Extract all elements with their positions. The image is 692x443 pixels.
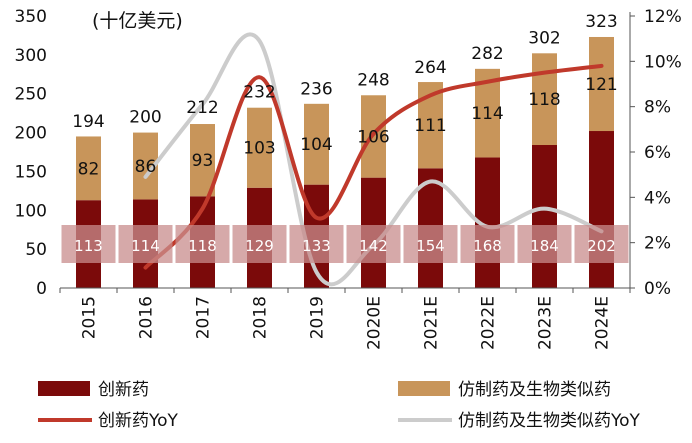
label-box (517, 225, 572, 263)
data-label-total: 194 (72, 112, 104, 132)
data-label-innovative: 202 (587, 237, 616, 255)
line-generic-yoy (143, 32, 604, 287)
data-label-generic: 93 (192, 151, 214, 171)
legend-generic-label: 仿制药及生物类似药 (458, 380, 611, 400)
y-tick-label: 200 (15, 124, 47, 144)
x-tick-label: 2017 (194, 296, 214, 339)
data-label-total: 282 (471, 44, 503, 64)
label-box (289, 225, 344, 263)
data-label-innovative: 114 (131, 237, 160, 255)
data-label-generic: 111 (414, 116, 446, 136)
label-box (175, 225, 230, 263)
y2-tick-label: 12% (644, 7, 682, 27)
bar-generic (247, 107, 272, 188)
label-box (403, 225, 458, 263)
data-label-generic: 82 (78, 159, 100, 179)
legend-generic-swatch (398, 381, 450, 396)
bar-innovative (532, 145, 557, 288)
data-label-innovative: 184 (530, 237, 559, 255)
data-label-generic: 121 (585, 75, 617, 95)
bar-innovative (589, 131, 614, 288)
data-label-total: 200 (129, 108, 161, 128)
data-label-generic: 103 (243, 139, 275, 159)
legend-innovative-label: 创新药 (98, 380, 149, 400)
x-axis: 2015 2016 2017 2018 2019 2020E 2021E 2022E 2023E… (59, 287, 631, 350)
data-label-innovative: 113 (74, 237, 103, 255)
data-label-total: 212 (186, 98, 218, 118)
legend-generic-yoy-label: 仿制药及生物类似药YoY (458, 411, 641, 431)
y2-tick-label: 4% (644, 188, 671, 208)
y2-tick-label: 10% (644, 52, 682, 72)
y-tick-label: 350 (15, 7, 47, 27)
x-tick-label: 2020E (365, 296, 385, 350)
data-label-total: 236 (300, 80, 332, 100)
x-tick-label: 2019 (308, 296, 328, 339)
bar-generic (304, 103, 329, 185)
y-tick-label: 250 (15, 85, 47, 105)
y-tick-label: 150 (15, 162, 47, 182)
data-label-innovative: 154 (416, 237, 445, 255)
data-label-generic: 106 (357, 127, 389, 147)
x-tick-label: 2024E (593, 296, 613, 350)
label-box (574, 225, 629, 263)
y2-tick-label: 6% (644, 143, 671, 163)
data-label-generic: 104 (300, 135, 332, 155)
x-tick-label: 2022E (479, 296, 499, 350)
data-label-total: 323 (585, 12, 617, 32)
data-label-innovative: 142 (359, 237, 388, 255)
data-label-innovative: 129 (245, 237, 274, 255)
y2-tick-label: 2% (644, 234, 671, 254)
right-axis: 0% 2% 4% 6% 8% 10% 12% (629, 7, 682, 299)
label-box (118, 225, 173, 263)
label-box (346, 225, 401, 263)
x-tick-label: 2015 (80, 296, 100, 339)
unit-label: (十亿美元) (92, 10, 183, 32)
legend-innovative-yoy-label: 创新药YoY (98, 411, 179, 431)
label-box (460, 225, 515, 263)
line-innovative-yoy (143, 63, 604, 270)
data-label-total: 232 (243, 83, 275, 103)
bar-generic (76, 136, 101, 201)
bar-generic (532, 53, 557, 146)
data-label-total: 302 (528, 28, 560, 48)
legend-innovative-swatch (38, 381, 90, 396)
x-tick-label: 2021E (422, 296, 442, 350)
data-label-innovative: 133 (302, 237, 331, 255)
data-label-innovative: 168 (473, 237, 502, 255)
y2-tick-label: 8% (644, 98, 671, 118)
data-label-innovative: 118 (188, 237, 217, 255)
y-tick-label: 50 (25, 240, 47, 260)
y-tick-label: 300 (15, 46, 47, 66)
data-label-generic: 86 (135, 157, 157, 177)
left-axis: 0 50 100 150 200 250 300 350 (15, 7, 47, 299)
label-box (232, 225, 287, 263)
x-tick-label: 2023E (536, 296, 556, 350)
y-tick-label: 0 (36, 279, 47, 299)
data-label-generic: 118 (528, 90, 560, 110)
bar-generic (589, 36, 614, 132)
x-tick-label: 2016 (137, 296, 157, 339)
lines (143, 32, 604, 287)
data-labels: 113 82 194 114 86 200 118 93 212 129 103 232 133 104 2… (61, 12, 629, 263)
bar-generic (190, 124, 215, 197)
data-label-total: 264 (414, 58, 446, 78)
y2-tick-label: 0% (644, 279, 671, 299)
data-label-generic: 114 (471, 104, 503, 124)
x-tick-label: 2018 (251, 296, 271, 339)
y-tick-label: 100 (15, 201, 47, 221)
data-label-total: 248 (357, 70, 389, 90)
label-box (61, 225, 116, 263)
